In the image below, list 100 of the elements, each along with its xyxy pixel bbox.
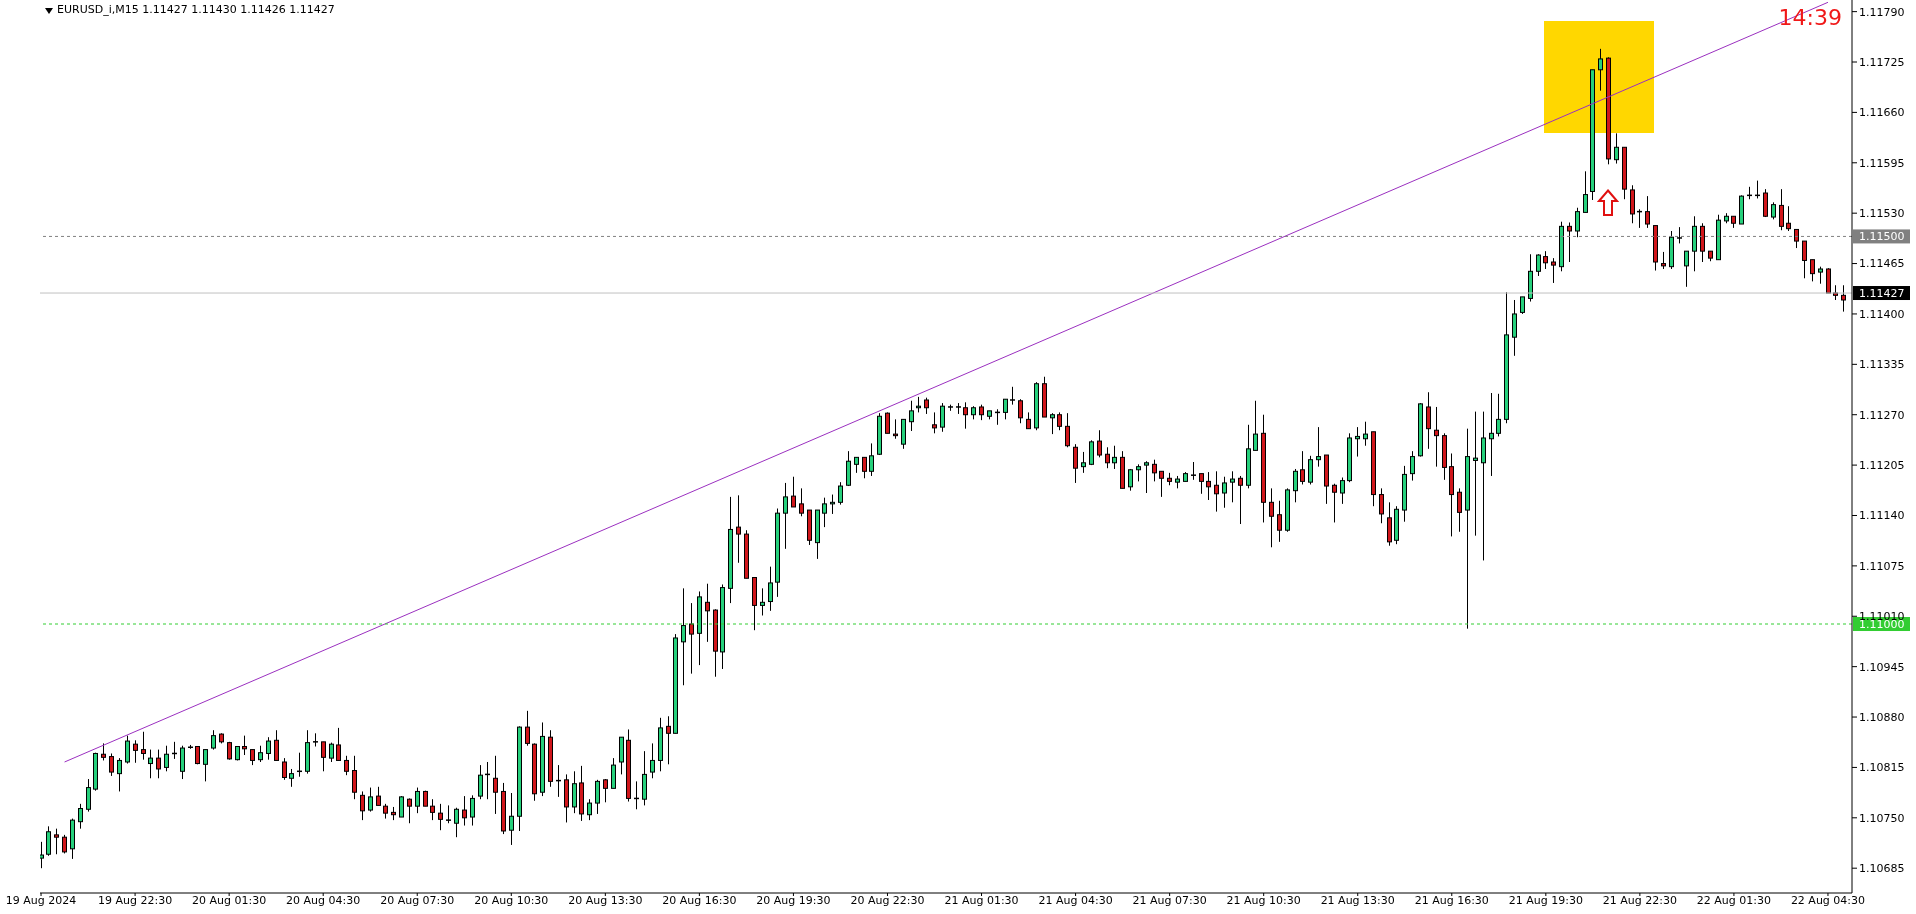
candlestick: [1536, 253, 1541, 277]
candlestick: [783, 482, 788, 550]
candlestick: [1105, 446, 1110, 469]
candlestick: [407, 797, 412, 824]
candlestick: [587, 798, 592, 821]
candlestick: [1112, 445, 1117, 470]
y-tick-label: 1.11530: [1859, 207, 1905, 221]
candlestick: [1308, 455, 1313, 485]
x-tick-label: 21 Aug 07:30: [1132, 893, 1207, 907]
candlestick: [40, 841, 44, 869]
candlestick: [454, 807, 459, 838]
candlestick: [666, 715, 671, 765]
candlestick: [1277, 500, 1282, 543]
candlestick: [799, 487, 804, 517]
candlestick: [595, 779, 600, 815]
candlestick: [603, 778, 608, 803]
candlestick: [509, 792, 514, 846]
y-tick-label: 1.10815: [1859, 761, 1905, 775]
candlestick: [768, 566, 773, 612]
ref-line-label: 1.11500: [1859, 229, 1905, 243]
candlestick: [689, 602, 694, 675]
candlestick: [1684, 250, 1689, 288]
candlestick: [282, 757, 287, 781]
y-tick-label: 1.11270: [1859, 408, 1905, 422]
candlestick: [1214, 470, 1219, 513]
candlestick: [321, 741, 326, 772]
candlestick: [430, 798, 435, 821]
candlestick: [1199, 473, 1204, 495]
candlestick: [736, 494, 741, 564]
candlestick: [478, 764, 483, 800]
candlestick: [1802, 240, 1807, 279]
candlestick: [1786, 205, 1791, 232]
candlestick: [822, 497, 827, 528]
x-tick-label: 22 Aug 04:30: [1790, 893, 1866, 907]
candlestick: [869, 442, 874, 477]
candlestick: [470, 794, 475, 827]
x-tick-label: 21 Aug 01:30: [944, 893, 1019, 907]
candlestick: [1159, 470, 1164, 498]
candlestick: [1081, 451, 1086, 474]
candlestick: [211, 729, 216, 751]
y-tick-label: 1.10685: [1859, 862, 1905, 876]
x-tick-label: 21 Aug 16:30: [1414, 893, 1489, 907]
y-tick-label: 1.11400: [1859, 307, 1905, 321]
candlestick: [1316, 426, 1321, 468]
x-tick-label: 20 Aug 13:30: [568, 893, 643, 907]
x-tick-label: 21 Aug 04:30: [1038, 893, 1113, 907]
x-tick-label: 20 Aug 16:30: [662, 893, 737, 907]
candlestick: [1583, 170, 1588, 213]
candlestick: [360, 790, 365, 821]
x-tick-label: 21 Aug 10:30: [1226, 893, 1301, 907]
candlestick: [203, 749, 208, 782]
candlestick: [838, 481, 843, 506]
y-tick-label: 1.11660: [1859, 106, 1905, 120]
candlestick: [54, 828, 59, 855]
candlestick: [180, 745, 185, 780]
x-tick-label: 20 Aug 10:30: [474, 893, 549, 907]
candlestick: [1293, 468, 1298, 503]
candlestick: [1575, 207, 1580, 238]
candlestick: [1230, 470, 1235, 503]
candlestick: [1332, 483, 1337, 523]
candlestick: [611, 757, 616, 789]
candlestick: [1238, 475, 1243, 525]
candlestick: [156, 749, 161, 779]
candlestick: [893, 418, 898, 440]
candlestick: [1410, 450, 1415, 482]
y-tick-label: 1.10750: [1859, 811, 1905, 825]
candlestick: [1645, 195, 1650, 229]
candlestick: [1457, 487, 1462, 533]
y-tick-label: 1.10880: [1859, 710, 1905, 724]
x-tick-label: 21 Aug 13:30: [1320, 893, 1395, 907]
candlestick: [963, 401, 968, 430]
y-tick-label: 1.11335: [1859, 358, 1905, 372]
y-tick-label: 1.10945: [1859, 660, 1905, 674]
y-tick-label: 1.11205: [1859, 459, 1905, 473]
candlestick: [117, 757, 122, 792]
candlestick: [862, 456, 867, 479]
candlestick: [1363, 421, 1368, 447]
candlestick: [329, 742, 334, 763]
x-tick-label: 19 Aug 22:30: [98, 893, 173, 907]
candlestick: [336, 727, 341, 761]
candlestick: [1065, 412, 1070, 448]
candlestick: [1355, 426, 1360, 458]
candlestick: [86, 778, 91, 813]
candlestick: [1206, 471, 1211, 501]
x-tick-label: 21 Aug 22:30: [1602, 893, 1677, 907]
candlestick: [399, 795, 404, 818]
candlestick: [1269, 487, 1274, 548]
candlestick: [1434, 406, 1439, 468]
candlestick: [1512, 299, 1517, 357]
candlestick: [1551, 257, 1556, 284]
candlestick: [133, 739, 138, 764]
candlestick: [681, 587, 686, 686]
candlestick: [1003, 398, 1008, 420]
candlestick: [1779, 188, 1784, 231]
candlestick: [78, 803, 83, 830]
y-tick-label: 1.11140: [1859, 509, 1905, 523]
candlestick: [266, 736, 271, 761]
x-tick-label: 20 Aug 07:30: [380, 893, 455, 907]
candlestick: [493, 755, 498, 815]
candlestick: [650, 742, 655, 779]
